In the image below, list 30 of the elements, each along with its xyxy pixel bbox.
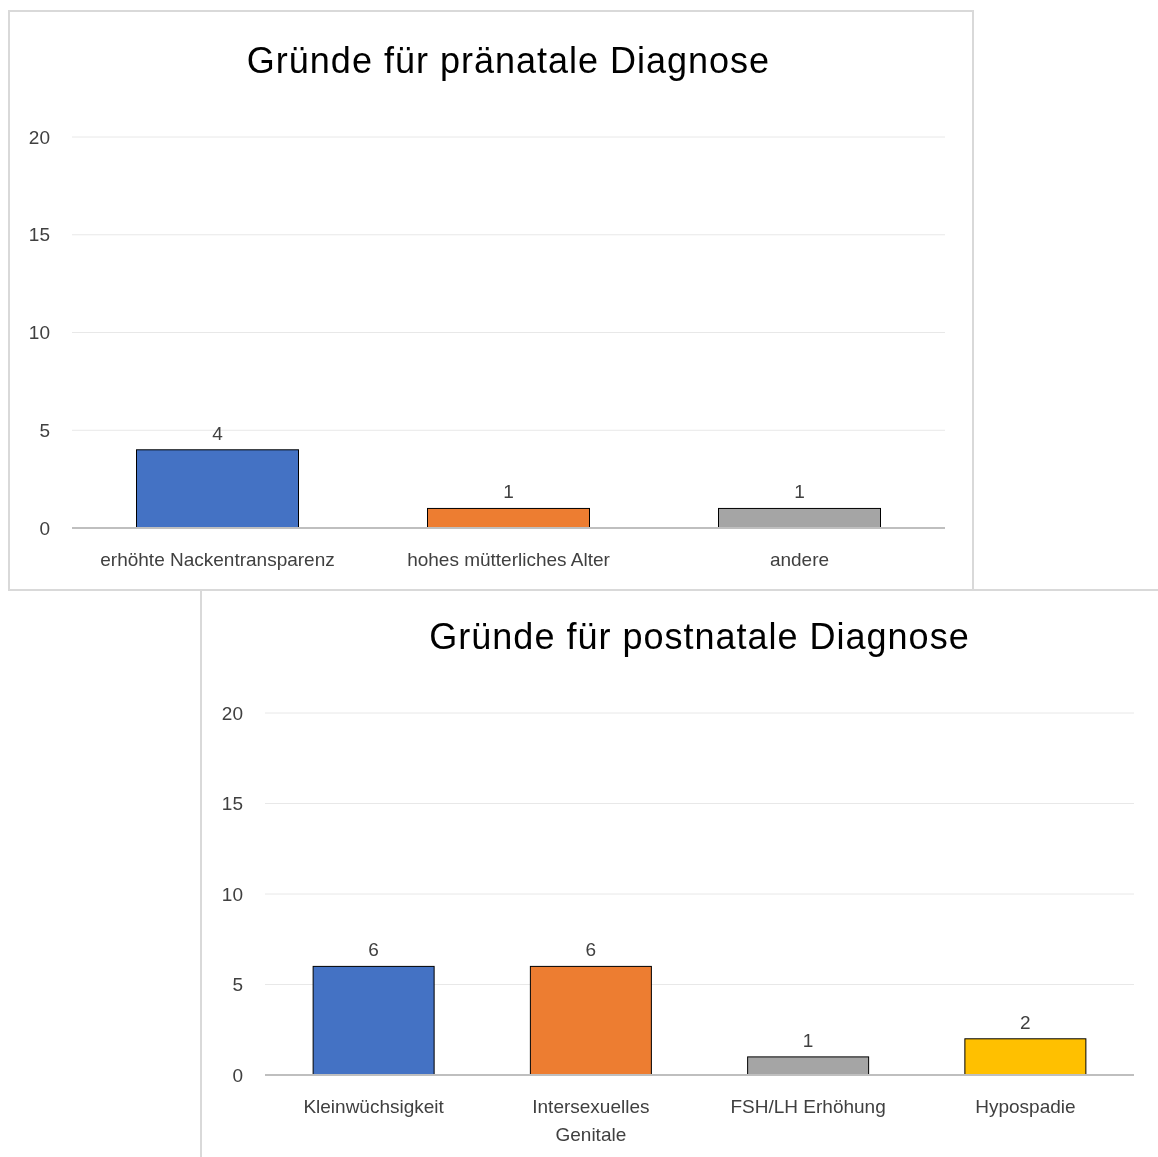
y-tick-label: 20 [28,126,50,148]
data-label: 6 [368,939,379,961]
y-tick-label: 10 [221,883,243,905]
y-tick-label: 5 [39,419,50,441]
data-label: 1 [802,1029,814,1051]
bar [964,1038,1087,1076]
y-tick-label: 15 [28,224,50,246]
x-tick-label: andere [769,549,830,570]
data-label: 2 [1020,1011,1031,1033]
y-tick-label: 0 [39,517,50,539]
y-tick-label: 0 [232,1064,243,1086]
chart-title: Gründe für pränatale Diagnose [246,40,771,81]
data-label: 4 [212,422,224,444]
y-tick-label: 5 [232,974,243,996]
x-tick-label: erhöhte Nackentransparenz [100,549,335,570]
x-tick-label: Hypospadie [975,1096,1076,1117]
x-tick-label: Kleinwüchsigkeit [303,1096,445,1117]
y-tick-label: 10 [28,322,50,344]
data-label: 1 [503,481,514,503]
x-tick-label: Intersexuelles Genitale [532,1096,650,1145]
chart-title: Gründe für postnatale Diagnose [429,616,970,657]
bar [747,1056,870,1076]
x-tick-label: FSH/LH Erhöhung [730,1096,886,1117]
data-label: 1 [794,481,805,503]
y-tick-label: 15 [221,793,243,815]
bar [529,965,652,1076]
data-label: 6 [585,939,597,961]
bar [312,965,435,1076]
y-tick-label: 20 [221,702,243,724]
x-tick-label: hohes mütterliches Alter [407,549,611,570]
